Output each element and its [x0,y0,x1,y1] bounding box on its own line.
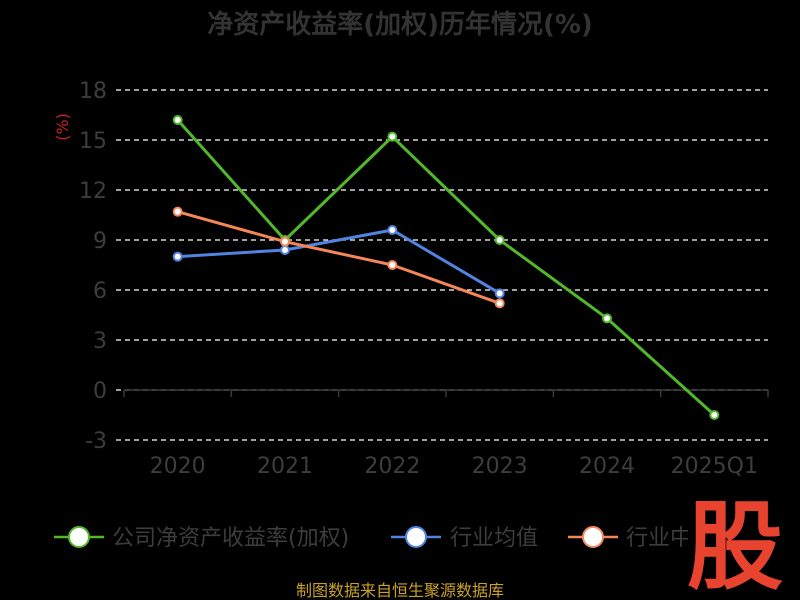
y-axis-label: (%) [53,113,72,141]
y-tick-label: 12 [79,179,107,204]
legend-item: 公司净资产收益率(加权) [54,526,349,551]
x-tick-label: 2025Q1 [671,454,758,479]
y-tick-label: 3 [93,329,107,354]
x-tick-label: 2020 [150,454,206,479]
legend-item: 行业均值 [391,526,538,551]
x-tick-label: 2022 [364,454,420,479]
data-point [602,313,612,324]
y-tick-label: 0 [93,379,107,404]
x-axis: 2020 2021 2022 2023 2024 2025Q1 [123,389,769,479]
y-tick-label: 18 [79,79,107,104]
legend-marker [68,526,90,548]
data-point [172,251,183,262]
series-1 [172,225,505,299]
legend-marker [405,526,427,548]
data-point [172,206,183,217]
y-tick-label: 6 [93,279,107,304]
y-tick-label: 9 [93,229,107,254]
series-line [177,228,501,295]
y-tick-label: -3 [85,429,107,454]
legend-marker [582,526,604,548]
data-point [280,236,290,247]
y-tick-label: 15 [79,129,107,154]
series-2 [172,206,505,309]
data-point [494,235,505,245]
series-0 [172,115,720,420]
series-line [176,118,716,417]
data-point [387,131,398,142]
legend-label: 公司净资产收益率(加权) [112,526,349,551]
source-note: 制图数据来自恒生聚源数据库 [296,581,504,600]
logo: 股 [687,491,783,600]
data-point [172,115,183,125]
series-lines [172,115,720,420]
gridlines [116,89,768,441]
y-axis-ticks: 18 15 12 9 6 3 0 -3 [79,79,107,454]
data-point [387,260,398,270]
data-point [280,245,290,255]
x-tick-label: 2023 [472,454,528,479]
data-point [494,298,505,309]
data-point [387,225,398,235]
data-point [494,288,505,299]
logo-text: 股 [687,491,783,600]
x-tick-label: 2021 [257,454,313,479]
legend-label: 行业均值 [450,526,538,551]
data-point [709,410,720,420]
series-line [177,210,501,305]
chart-title: 净资产收益率(加权)历年情况(%) [207,9,593,40]
x-tick-label: 2024 [579,454,635,479]
legend: 公司净资产收益率(加权) 行业均值 行业中位数 [54,526,736,551]
